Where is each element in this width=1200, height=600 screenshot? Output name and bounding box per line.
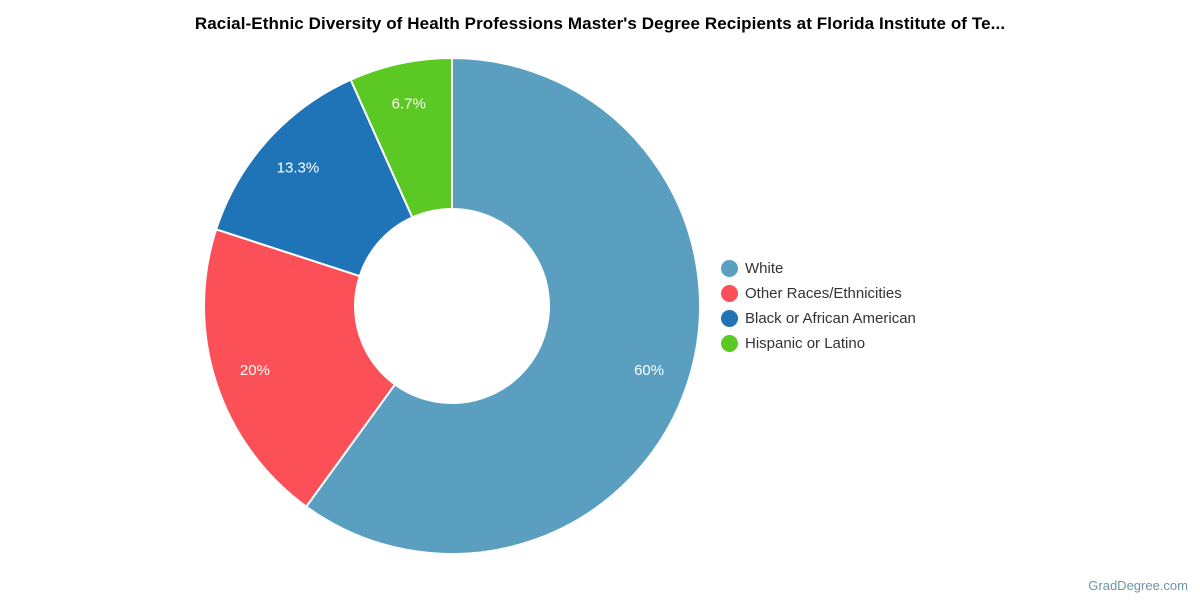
legend-swatch-icon	[721, 310, 738, 327]
slice-data-label: 60%	[634, 362, 664, 379]
pie-slice-other-races-ethnicities[interactable]	[203, 228, 396, 508]
pie-slice-white[interactable]	[305, 57, 701, 555]
pie-slice-black-or-african-american[interactable]	[215, 78, 414, 278]
donut-chart: 60% 20% 13.3% 6.7%	[203, 57, 701, 555]
slice-data-label: 6.7%	[392, 95, 426, 112]
pie-slice-hispanic-or-latino[interactable]	[349, 57, 453, 219]
chart-title: Racial-Ethnic Diversity of Health Profes…	[194, 14, 1006, 33]
legend-item-hispanic-or-latino[interactable]: Hispanic or Latino	[721, 331, 916, 356]
legend-item-black-or-african-american[interactable]: Black or African American	[721, 306, 916, 331]
legend-swatch-icon	[721, 260, 738, 277]
legend-item-other-races[interactable]: Other Races/Ethnicities	[721, 281, 916, 306]
legend-label: Other Races/Ethnicities	[745, 285, 902, 302]
legend-label: Black or African American	[745, 310, 916, 327]
legend: White Other Races/Ethnicities Black or A…	[721, 256, 916, 356]
slice-data-label: 20%	[240, 362, 270, 379]
legend-label: White	[745, 260, 784, 277]
slice-data-label: 13.3%	[277, 160, 320, 177]
legend-swatch-icon	[721, 335, 738, 352]
watermark-link[interactable]: GradDegree.com	[1088, 578, 1188, 593]
legend-label: Hispanic or Latino	[745, 335, 866, 352]
legend-item-white[interactable]: White	[721, 256, 916, 281]
legend-swatch-icon	[721, 285, 738, 302]
